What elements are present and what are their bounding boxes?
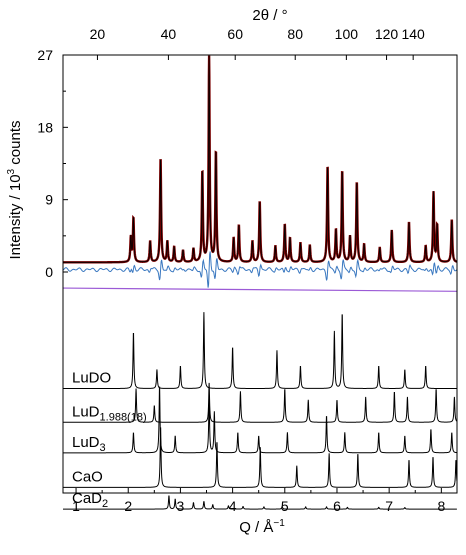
y-tick-label-0: 0 [45,264,53,280]
background-line [62,287,458,292]
phase-label-1: LuD1.988(18) [72,403,147,423]
phase-label-2: LuD3 [72,434,106,454]
phase-label-0: LuDO [72,370,111,387]
phase-label-3: CaO [72,468,103,485]
x-tick-label-6: 7 [385,498,393,514]
plot-marks [62,55,458,510]
top-axis-label: 2θ / ° [252,7,287,24]
x-axis-label: Q / Å−1 [239,518,285,536]
observed-curve [63,55,458,264]
phase-labels: LuDO LuD1.988(18) LuD3 CaO CaD2 [72,370,147,511]
calculated-curve [63,55,457,263]
x-tick-label-3: 4 [229,498,237,514]
phase-label-4: CaD2 [72,490,108,510]
y-tick-label-1: 9 [45,192,53,208]
phase-pattern-4 [63,495,457,510]
phase-pattern-0 [63,312,457,390]
x-tick-label-7: 8 [437,498,445,514]
x-tick-label-0: 1 [72,498,80,514]
top-tick-label-4: 100 [335,26,359,42]
x-tick-label-4: 5 [281,498,289,514]
top-tick-label-0: 20 [90,26,106,42]
y-axis-label: Intensity / 103 counts [6,121,24,260]
x-tick-label-1: 2 [124,498,132,514]
top-tick-label-1: 40 [161,26,177,42]
plot-frame [62,54,458,494]
y-tick-label-3: 27 [37,47,53,63]
top-tick-label-6: 140 [401,26,425,42]
phase-pattern-3 [63,427,458,488]
difference-curve [62,251,458,288]
x-tick-label-5: 6 [333,498,341,514]
top-tick-label-2: 60 [227,26,243,42]
top-tick-label-5: 120 [375,26,399,42]
y-tick-label-2: 18 [37,119,53,135]
phase-pattern-1 [63,382,458,423]
top-tick-label-3: 80 [287,26,303,42]
x-tick-label-2: 3 [177,498,185,514]
